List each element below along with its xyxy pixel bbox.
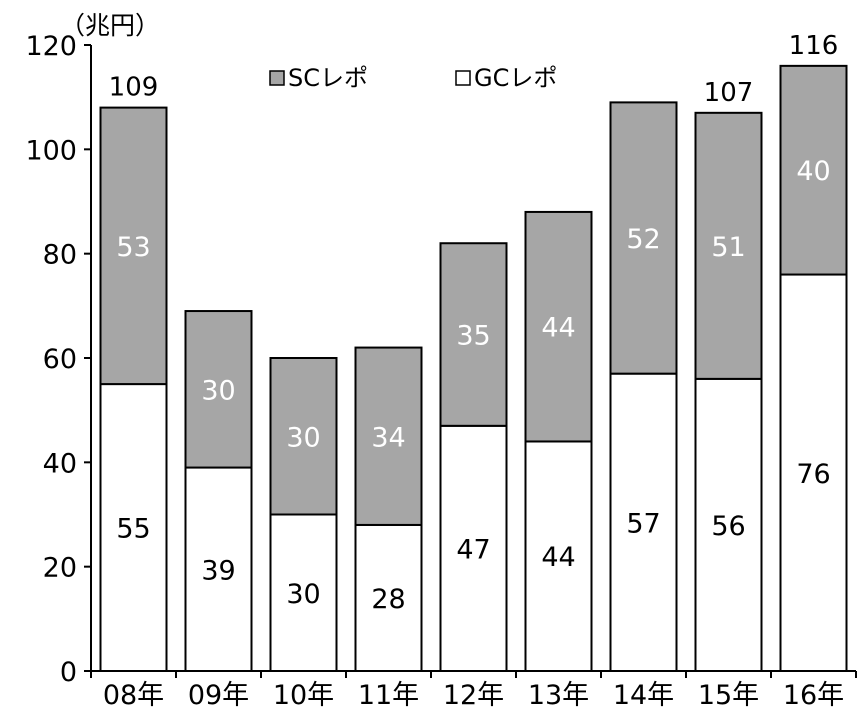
data-label: 51 [711, 232, 745, 263]
bar-segment [694, 377, 763, 672]
data-label: 56 [711, 511, 745, 542]
data-label: 35 [456, 321, 490, 352]
x-tick-label: 13年 [528, 680, 589, 711]
data-label: 55 [116, 514, 150, 545]
bar-segment [609, 372, 678, 672]
y-tick-label: 40 [43, 448, 77, 479]
data-label: 30 [201, 375, 235, 406]
legend-label: GCレポ [474, 64, 557, 92]
y-tick-label: 80 [43, 240, 77, 271]
legend-label: SCレポ [288, 64, 368, 92]
legend-swatch [269, 70, 285, 86]
bar-segment [269, 357, 338, 516]
bar-segment [694, 111, 763, 380]
data-label: 39 [201, 555, 235, 586]
bar-segment [354, 523, 423, 673]
x-tick-label: 11年 [358, 680, 419, 711]
total-label: 109 [109, 73, 159, 103]
bar-segment [609, 101, 678, 375]
bar-segment [184, 310, 253, 469]
y-tick-label: 0 [60, 657, 77, 688]
y-axis-unit-label: （兆円） [60, 11, 160, 40]
data-label: 57 [626, 508, 660, 539]
y-tick-label: 100 [25, 135, 77, 166]
data-label: 30 [286, 579, 320, 610]
data-label: 44 [541, 313, 575, 344]
total-label: 107 [704, 78, 754, 108]
bar-segment [439, 242, 508, 427]
x-tick-label: 16年 [783, 680, 844, 711]
bar-segment [99, 383, 168, 672]
data-label: 40 [796, 156, 830, 187]
x-tick-label: 09年 [188, 680, 249, 711]
x-tick-label: 10年 [273, 680, 334, 711]
data-label: 34 [371, 422, 405, 453]
data-label: 53 [116, 232, 150, 263]
data-label: 44 [541, 542, 575, 573]
legend: SCレポ GCレポ [269, 64, 557, 92]
bar-segment [184, 466, 253, 672]
total-label: 116 [789, 31, 839, 61]
axes-group: 08年 09年 10年 11年 12年 13年 14年 15年 16年 0 20 40 60 80 100 1… [25, 31, 857, 711]
x-tick-label: 08年 [103, 680, 164, 711]
bar-segment [779, 273, 848, 672]
legend-swatch [455, 70, 471, 86]
y-tick-label: 120 [25, 31, 77, 62]
data-label: 52 [626, 224, 660, 255]
bars-group: 55 53 109 39 30 30 30 28 34 47 35 44 44 57 52 56 51 107 76… [99, 31, 848, 673]
data-label: 47 [456, 534, 490, 565]
bar-segment [354, 346, 423, 526]
bar-segment [99, 106, 168, 386]
data-label: 28 [371, 584, 405, 615]
bar-segment [439, 424, 508, 673]
x-tick-label: 12年 [443, 680, 504, 711]
x-tick-label: 14年 [613, 680, 674, 711]
x-tick-label: 15年 [698, 680, 759, 711]
y-tick-label: 20 [43, 553, 77, 584]
y-tick-label: 60 [43, 344, 77, 375]
bar-segment [524, 210, 593, 443]
data-label: 76 [796, 459, 830, 490]
bar-segment [779, 64, 848, 276]
data-label: 30 [286, 422, 320, 453]
